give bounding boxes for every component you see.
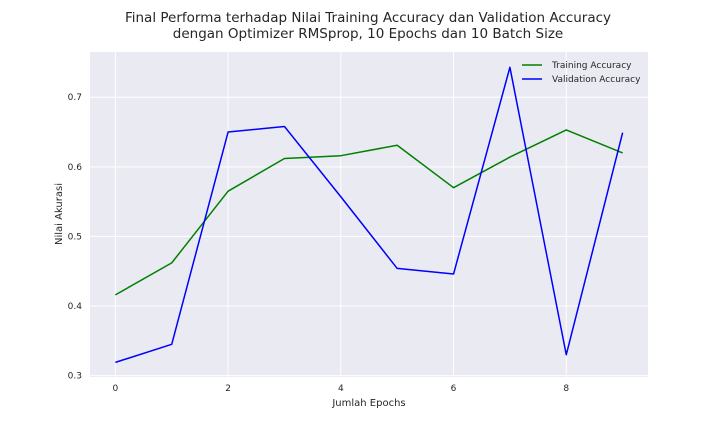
chart-title: Final Performa terhadap Nilai Training A… xyxy=(125,10,611,26)
chart-subtitle: dengan Optimizer RMSprop, 10 Epochs dan … xyxy=(173,26,563,42)
y-tick-labels: 0.3 0.4 0.5 0.6 0.7 xyxy=(68,93,83,381)
series-line-validation-accuracy xyxy=(115,66,624,364)
series-line-training-accuracy xyxy=(114,129,623,296)
y-axis-label: Nilai Akurasi xyxy=(54,183,65,245)
x-tick-label: 4 xyxy=(338,384,344,394)
y-tick-label: 0.4 xyxy=(68,302,83,312)
x-tick-label: 0 xyxy=(112,384,118,394)
legend-entry: Training Accuracy xyxy=(551,61,632,71)
legend: Training Accuracy Validation Accuracy xyxy=(522,61,641,85)
x-tick-label: 8 xyxy=(563,384,569,394)
x-tick-labels: 0 2 4 6 8 xyxy=(112,384,569,394)
x-axis-label: Jumlah Epochs xyxy=(331,398,405,409)
y-tick-label: 0.7 xyxy=(68,93,82,103)
series-lines xyxy=(114,66,624,364)
grid xyxy=(90,52,648,377)
x-tick-label: 2 xyxy=(225,384,231,394)
y-tick-label: 0.5 xyxy=(68,232,82,242)
plot-area xyxy=(90,52,648,377)
y-tick-label: 0.3 xyxy=(68,372,82,382)
legend-entry: Validation Accuracy xyxy=(552,75,641,85)
x-tick-label: 6 xyxy=(451,384,457,394)
y-tick-label: 0.6 xyxy=(68,163,83,173)
